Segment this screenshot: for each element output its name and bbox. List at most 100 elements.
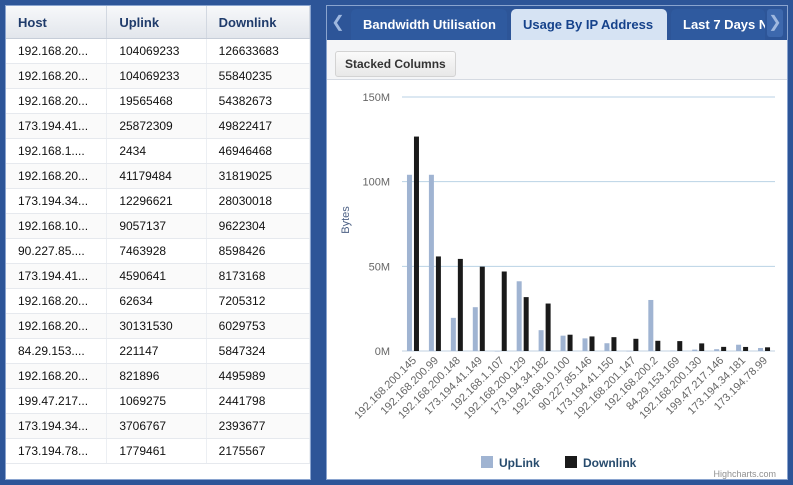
uplink-bar[interactable] — [692, 349, 698, 351]
host-usage-grid: Host Uplink Downlink 192.168.20... 104069… — [5, 5, 311, 480]
uplink-bar[interactable] — [516, 281, 522, 351]
downlink-cell: 31819025 — [207, 164, 310, 188]
host-cell: 173.194.34... — [6, 414, 108, 438]
uplink-bar[interactable] — [736, 344, 742, 351]
downlink-cell: 126633683 — [207, 39, 310, 63]
table-row[interactable]: 192.168.20... 821896 4495989 — [6, 364, 310, 389]
table-row[interactable]: 192.168.20... 104069233 126633683 — [6, 39, 310, 64]
downlink-cell: 4495989 — [207, 364, 310, 388]
downlink-cell: 55840235 — [207, 64, 310, 88]
downlink-bar[interactable] — [699, 343, 705, 351]
uplink-bar[interactable] — [604, 343, 610, 351]
table-row[interactable]: 192.168.20... 104069233 55840235 — [6, 64, 310, 89]
uplink-bar[interactable] — [450, 317, 456, 351]
downlink-bar[interactable] — [743, 346, 749, 351]
downlink-cell: 2175567 — [207, 439, 310, 463]
uplink-bar[interactable] — [714, 349, 720, 351]
tab-bandwidth-utilisation[interactable]: Bandwidth Utilisation — [351, 9, 507, 40]
host-cell: 192.168.20... — [6, 89, 108, 113]
downlink-cell: 28030018 — [207, 189, 310, 213]
downlink-cell: 2441798 — [207, 389, 310, 413]
legend-uplink-label[interactable]: UpLink — [499, 456, 540, 470]
tab-usage-by-ip[interactable]: Usage By IP Address — [511, 9, 667, 40]
stacked-columns-button[interactable]: Stacked Columns — [335, 51, 456, 77]
uplink-cell: 9057137 — [107, 214, 207, 238]
downlink-bar[interactable] — [479, 266, 485, 351]
uplink-bar[interactable] — [538, 330, 544, 351]
table-row[interactable]: 173.194.41... 25872309 49822417 — [6, 114, 310, 139]
downlink-bar[interactable] — [655, 340, 661, 351]
y-tick-label: 100M — [362, 177, 390, 189]
uplink-cell: 221147 — [107, 339, 207, 363]
chevron-left-icon[interactable]: ❮ — [331, 14, 345, 31]
downlink-bar[interactable] — [633, 338, 639, 351]
column-header-downlink[interactable]: Downlink — [207, 6, 310, 38]
downlink-bar[interactable] — [435, 256, 441, 351]
downlink-cell: 54382673 — [207, 89, 310, 113]
legend-downlink-label[interactable]: Downlink — [583, 456, 637, 470]
downlink-bar[interactable] — [611, 337, 617, 351]
table-row[interactable]: 199.47.217... 1069275 2441798 — [6, 389, 310, 414]
downlink-cell: 49822417 — [207, 114, 310, 138]
uplink-cell: 821896 — [107, 364, 207, 388]
downlink-bar[interactable] — [501, 271, 507, 351]
downlink-bar[interactable] — [523, 297, 529, 351]
grid-header: Host Uplink Downlink — [6, 6, 310, 39]
host-cell: 192.168.20... — [6, 164, 108, 188]
tab-last-7-days[interactable]: Last 7 Days N — [671, 9, 765, 40]
downlink-bar[interactable] — [457, 258, 463, 351]
host-cell: 199.47.217... — [6, 389, 108, 413]
uplink-bar[interactable] — [428, 174, 434, 351]
table-row[interactable]: 90.227.85.... 7463928 8598426 — [6, 239, 310, 264]
chevron-right-icon[interactable]: ❯ — [767, 9, 783, 37]
y-tick-label: 150M — [362, 92, 390, 104]
y-tick-label: 50M — [369, 261, 390, 273]
uplink-bar[interactable] — [560, 335, 566, 351]
column-header-uplink[interactable]: Uplink — [107, 6, 207, 38]
uplink-bar[interactable] — [648, 299, 654, 351]
usage-chart: 0M 50M 100M 150M Bytes 192.168.200.145 192.1… — [327, 80, 787, 479]
y-tick-label: 0M — [375, 346, 390, 358]
host-cell: 173.194.41... — [6, 264, 108, 288]
uplink-bar[interactable] — [758, 347, 764, 351]
chart-panel: ❮ Bandwidth Utilisation Usage By IP Addr… — [326, 5, 788, 480]
table-row[interactable]: 173.194.78... 1779461 2175567 — [6, 439, 310, 464]
table-row[interactable]: 173.194.41... 4590641 8173168 — [6, 264, 310, 289]
table-row[interactable]: 192.168.20... 30131530 6029753 — [6, 314, 310, 339]
uplink-bar[interactable] — [494, 350, 500, 352]
uplink-cell: 25872309 — [107, 114, 207, 138]
uplink-bar[interactable] — [582, 338, 588, 351]
downlink-bar[interactable] — [677, 341, 683, 351]
chart-toolbar: Stacked Columns — [327, 40, 787, 80]
uplink-bar[interactable] — [472, 307, 478, 351]
table-row[interactable]: 192.168.20... 41179484 31819025 — [6, 164, 310, 189]
downlink-bar[interactable] — [413, 136, 419, 351]
table-row[interactable]: 192.168.20... 62634 7205312 — [6, 289, 310, 314]
table-row[interactable]: 192.168.10... 9057137 9622304 — [6, 214, 310, 239]
downlink-bar[interactable] — [589, 336, 595, 351]
host-cell: 173.194.34... — [6, 189, 108, 213]
downlink-bar[interactable] — [567, 334, 573, 351]
downlink-bar[interactable] — [545, 303, 551, 351]
downlink-bar[interactable] — [721, 346, 727, 351]
uplink-cell: 104069233 — [107, 39, 207, 63]
highcharts-credit[interactable]: Highcharts.com — [713, 469, 776, 479]
uplink-cell: 104069233 — [107, 64, 207, 88]
downlink-bar[interactable] — [765, 347, 771, 351]
uplink-bar[interactable] — [626, 350, 632, 352]
uplink-bar[interactable] — [670, 350, 676, 352]
table-row[interactable]: 192.168.1.... 2434 46946468 — [6, 139, 310, 164]
downlink-cell: 46946468 — [207, 139, 310, 163]
host-cell: 173.194.41... — [6, 114, 108, 138]
table-row[interactable]: 192.168.20... 19565468 54382673 — [6, 89, 310, 114]
uplink-cell: 62634 — [107, 289, 207, 313]
uplink-bar[interactable] — [406, 174, 412, 351]
uplink-cell: 12296621 — [107, 189, 207, 213]
column-header-host[interactable]: Host — [6, 6, 108, 38]
y-axis-title: Bytes — [340, 206, 352, 234]
table-row[interactable]: 84.29.153.... 221147 5847324 — [6, 339, 310, 364]
table-row[interactable]: 173.194.34... 3706767 2393677 — [6, 414, 310, 439]
legend-downlink-swatch — [565, 456, 577, 468]
uplink-cell: 2434 — [107, 139, 207, 163]
table-row[interactable]: 173.194.34... 12296621 28030018 — [6, 189, 310, 214]
